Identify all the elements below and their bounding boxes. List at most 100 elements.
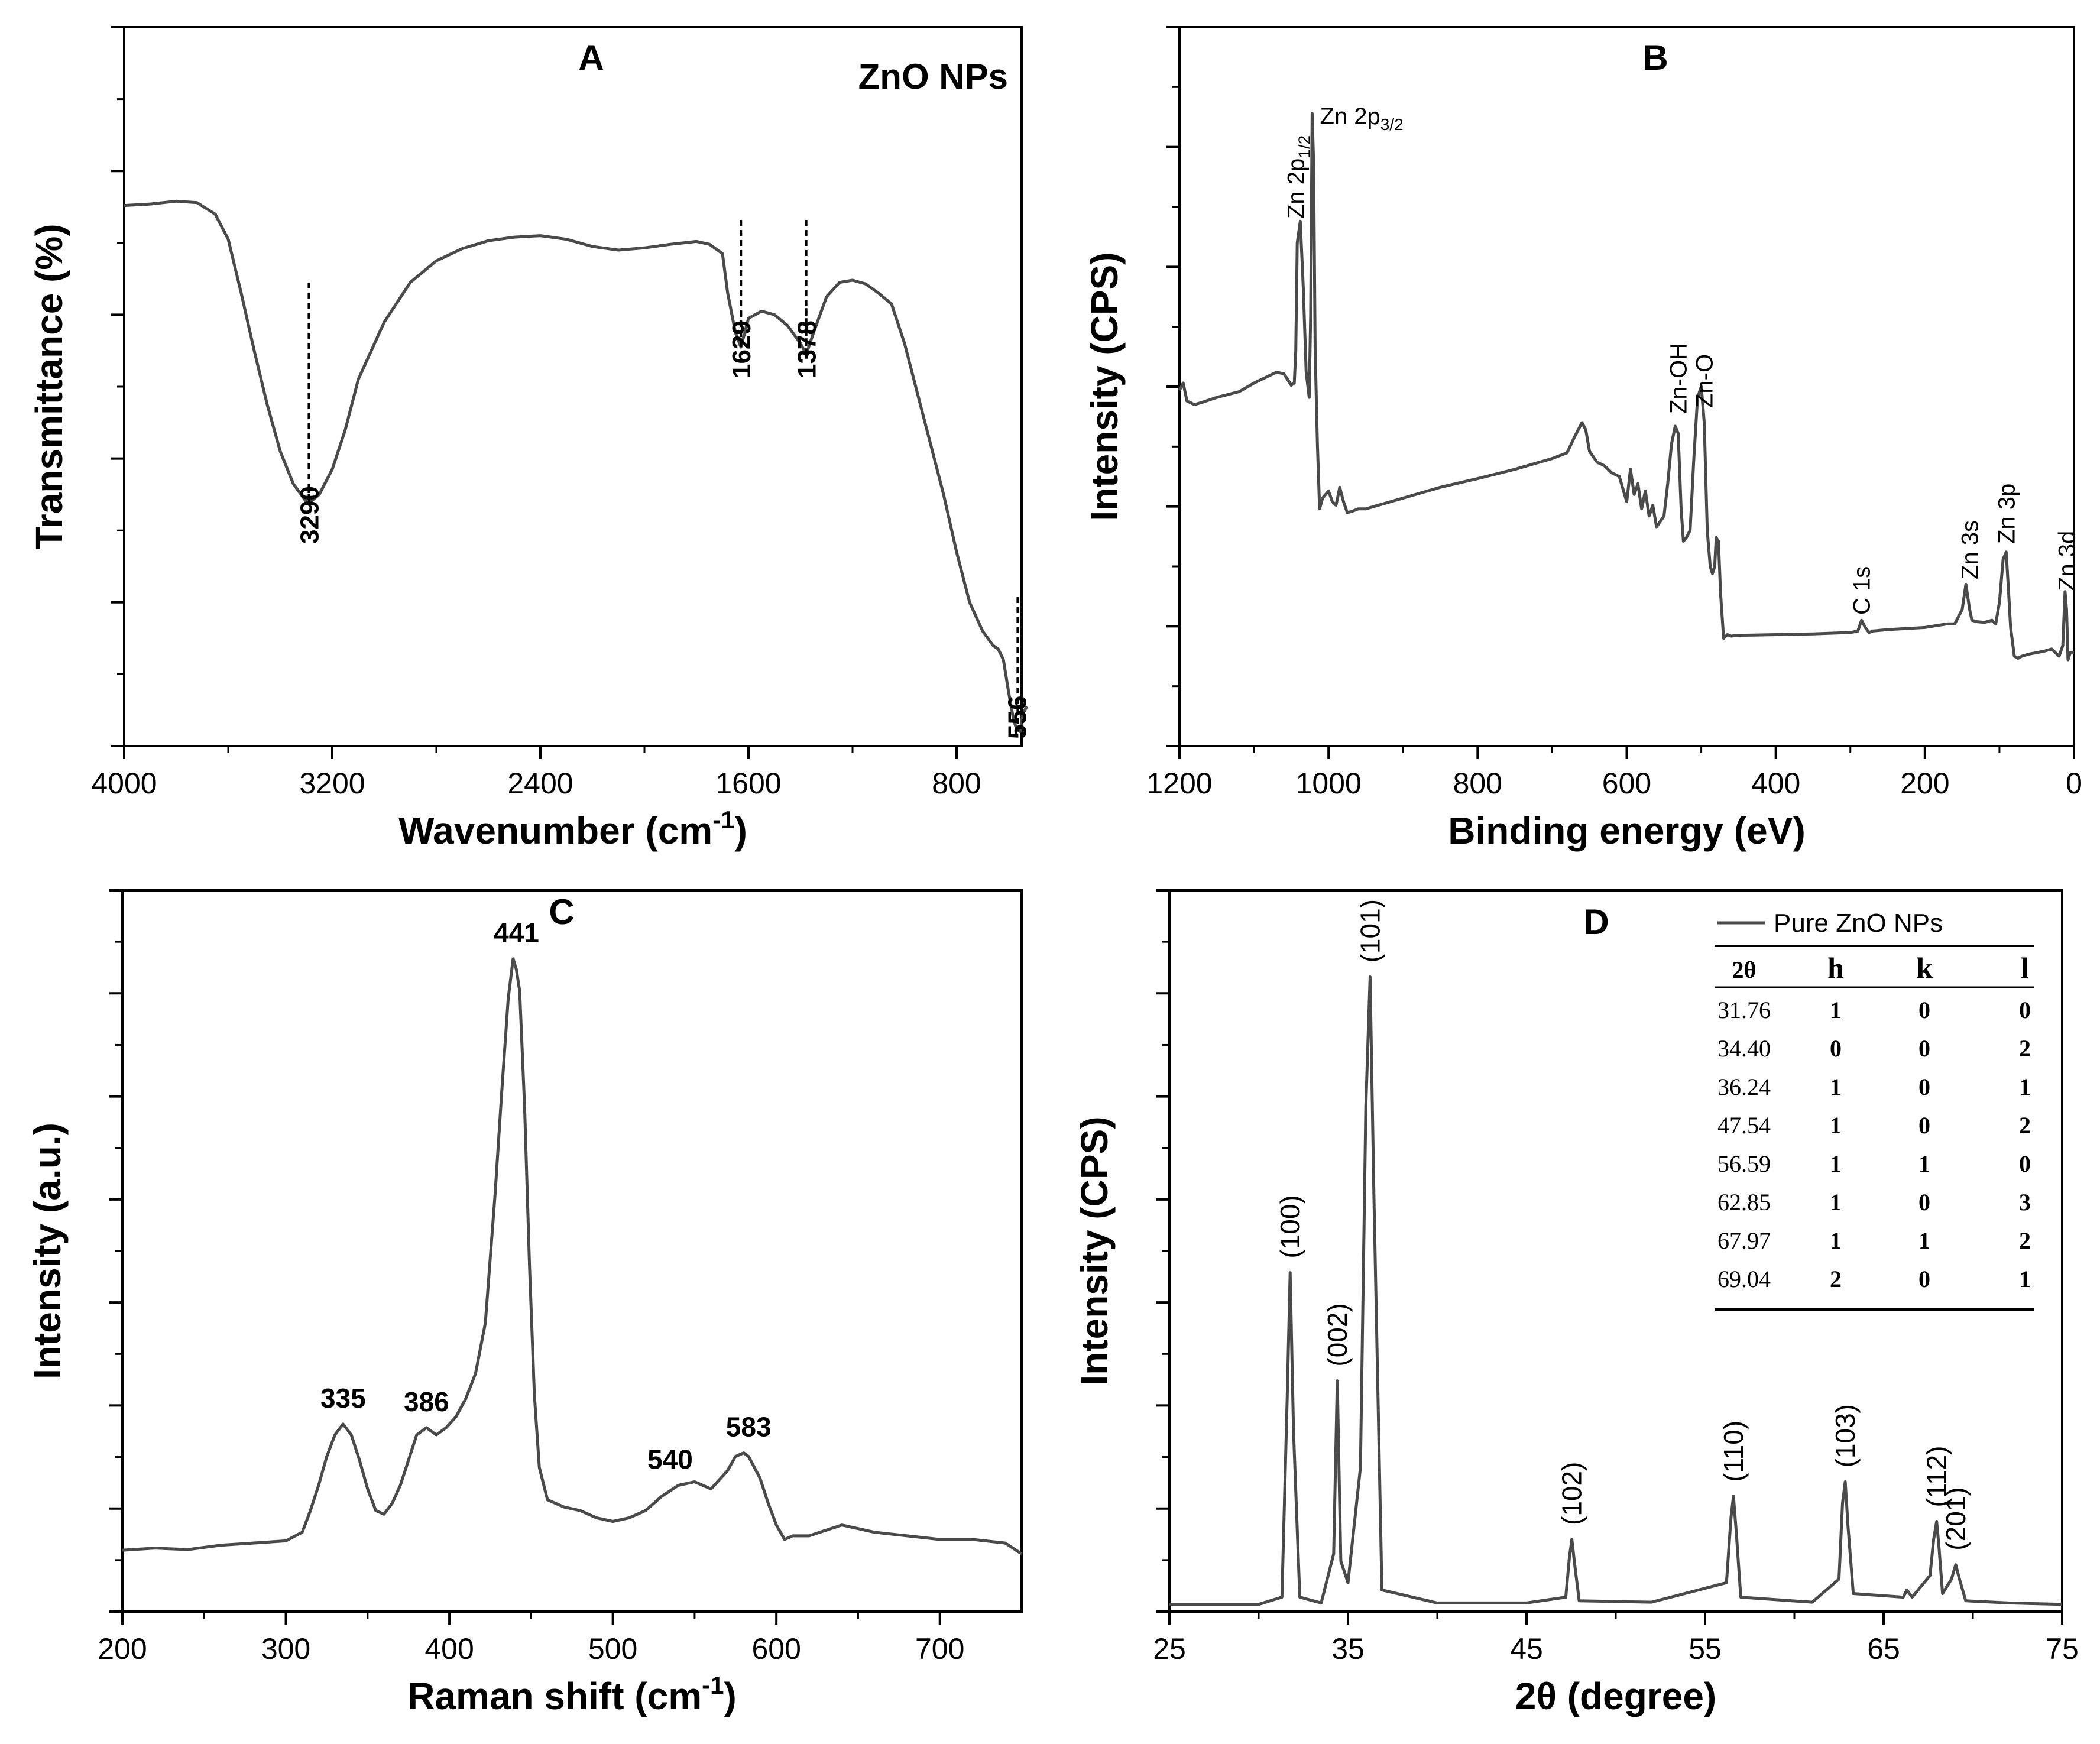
table-cell: 1 (1918, 1227, 1930, 1254)
panel-label: C (549, 892, 574, 932)
y-axis-label: Intensity (CPS) (1073, 1116, 1116, 1385)
table-cell: 31.76 (1717, 997, 1771, 1023)
table-cell: 1 (2019, 1266, 2031, 1292)
table-cell: 62.85 (1717, 1189, 1771, 1215)
peak-label: 335 (320, 1383, 366, 1414)
panel-a-ftir: 4000 3200 2400 1600 800 Wavenumber (cm-1) Tran… (28, 26, 1032, 852)
peak-label: 1629 (727, 320, 756, 378)
x-axis-label-main: Wavenumber (cm (398, 809, 712, 852)
peak-label: 1378 (793, 320, 822, 378)
table-cell: 2 (2019, 1112, 2031, 1139)
peak-label: Zn 3p (1994, 484, 2020, 544)
x-axis-label-end: ) (735, 809, 747, 852)
x-tick-label: 75 (2046, 1632, 2079, 1665)
table-cell: 34.40 (1717, 1035, 1771, 1062)
x-tick-label: 200 (98, 1632, 147, 1665)
x-tick-label: 800 (1453, 767, 1502, 800)
y-axis-label: Transmittance (%) (28, 223, 70, 549)
table-cell: 36.24 (1717, 1074, 1771, 1100)
table-cell: 0 (1918, 1266, 1930, 1292)
peak-label: 441 (494, 918, 539, 948)
peak-label-main: Zn-OH (1665, 343, 1691, 414)
peak-label: Zn-O (1692, 354, 1718, 408)
x-tick-label: 2400 (507, 767, 573, 800)
peak-label-main: Zn-O (1692, 354, 1718, 408)
series-line (1178, 112, 2074, 662)
table-cell: 0 (1918, 1074, 1930, 1100)
peak-label: (002) (1322, 1303, 1353, 1366)
x-tick-label: 3200 (299, 767, 365, 800)
x-tick-label: 1600 (715, 767, 781, 800)
x-axis-label: 2θ (degree) (1515, 1675, 1716, 1717)
peak-label: 3290 (295, 486, 324, 544)
peak-label: C 1s (1849, 566, 1875, 615)
table-cell: 56.59 (1717, 1150, 1771, 1177)
peak-label: 386 (404, 1386, 449, 1417)
table-cell: 1 (1830, 1189, 1842, 1215)
peak-label: 583 (726, 1412, 772, 1442)
peak-label: (103) (1830, 1404, 1861, 1467)
peak-label: Zn-OH (1665, 343, 1691, 414)
table-cell: 1 (2019, 1074, 2031, 1100)
x-axis-label: Wavenumber (cm-1) (398, 806, 747, 852)
peak-label-main: C 1s (1849, 566, 1875, 615)
peak-label: Zn 3s (1957, 520, 1983, 579)
table-cell: 1 (1830, 1227, 1842, 1254)
x-tick-label: 55 (1689, 1632, 1722, 1665)
table-cell: 0 (2019, 1150, 2031, 1177)
x-tick-label: 25 (1153, 1632, 1186, 1665)
peak-label: (101) (1354, 899, 1385, 962)
table-cell: 2 (1830, 1266, 1842, 1292)
x-tick-label: 300 (261, 1632, 310, 1665)
peak-label-sub: 1/2 (1295, 135, 1314, 158)
peak-label: Zn 2p1/2 (1284, 135, 1314, 219)
x-tick-label: 600 (1602, 767, 1651, 800)
table-cell: 0 (2019, 997, 2031, 1023)
peak-label: (201) (1940, 1487, 1971, 1550)
x-tick-label: 35 (1331, 1632, 1365, 1665)
x-tick-label: 600 (751, 1632, 801, 1665)
table-cell: 0 (1918, 1189, 1930, 1215)
peak-label: 540 (647, 1444, 693, 1475)
peak-label-main: Zn 2p (1284, 158, 1310, 219)
x-tick-label: 800 (932, 767, 981, 800)
x-tick-label: 4000 (91, 767, 157, 800)
table-cell: 47.54 (1717, 1112, 1771, 1139)
table-cell: 1 (1830, 1074, 1842, 1100)
x-axis-label-sup: -1 (712, 806, 734, 834)
legend-entry: Pure ZnO NPs (1774, 909, 1943, 938)
panel-d-xrd: 25 35 45 55 65 75 2θ (degree) Intensity (CPS) D (… (1073, 889, 2079, 1717)
peak-label-sub: 3/2 (1380, 115, 1404, 134)
table-cell: 3 (2019, 1189, 2031, 1215)
x-axis-label-end: ) (724, 1675, 736, 1717)
x-axis-label: Raman shift (cm-1) (407, 1671, 737, 1717)
table-header: k (1916, 951, 1933, 984)
x-axis-label-sup: -1 (702, 1671, 724, 1699)
x-tick-label: 200 (1900, 767, 1949, 800)
table-cell: 0 (1918, 1112, 1930, 1139)
peak-label: (112) (1921, 1446, 1952, 1508)
series-line (124, 199, 1028, 734)
peak-label: 556 (1003, 696, 1032, 739)
x-tick-label: 1200 (1146, 767, 1212, 800)
table-cell: 0 (1918, 1035, 1930, 1062)
series-line (122, 957, 1023, 1555)
peak-label: (110) (1718, 1421, 1749, 1482)
x-axis-label-main: Raman shift (cm (407, 1675, 702, 1717)
x-tick-label: 1000 (1296, 767, 1362, 800)
table-cell: 1 (1830, 1112, 1842, 1139)
panel-label: D (1583, 902, 1609, 942)
peak-label: Zn 2p3/2 (1320, 103, 1403, 134)
panel-b-xps: 1200 1000 800 600 400 200 0 Binding energy (eV)… (1083, 26, 2082, 852)
peak-label-main: Zn 3p (1994, 484, 2020, 544)
x-tick-label: 0 (2066, 767, 2082, 800)
x-tick-label: 400 (1751, 767, 1800, 800)
x-tick-label: 65 (1867, 1632, 1900, 1665)
panel-label: B (1642, 38, 1668, 77)
table-cell: 1 (1830, 1150, 1842, 1177)
series-line (1169, 975, 2063, 1606)
peak-label-main: Zn 2p (1320, 103, 1380, 129)
table-header: h (1827, 951, 1844, 984)
